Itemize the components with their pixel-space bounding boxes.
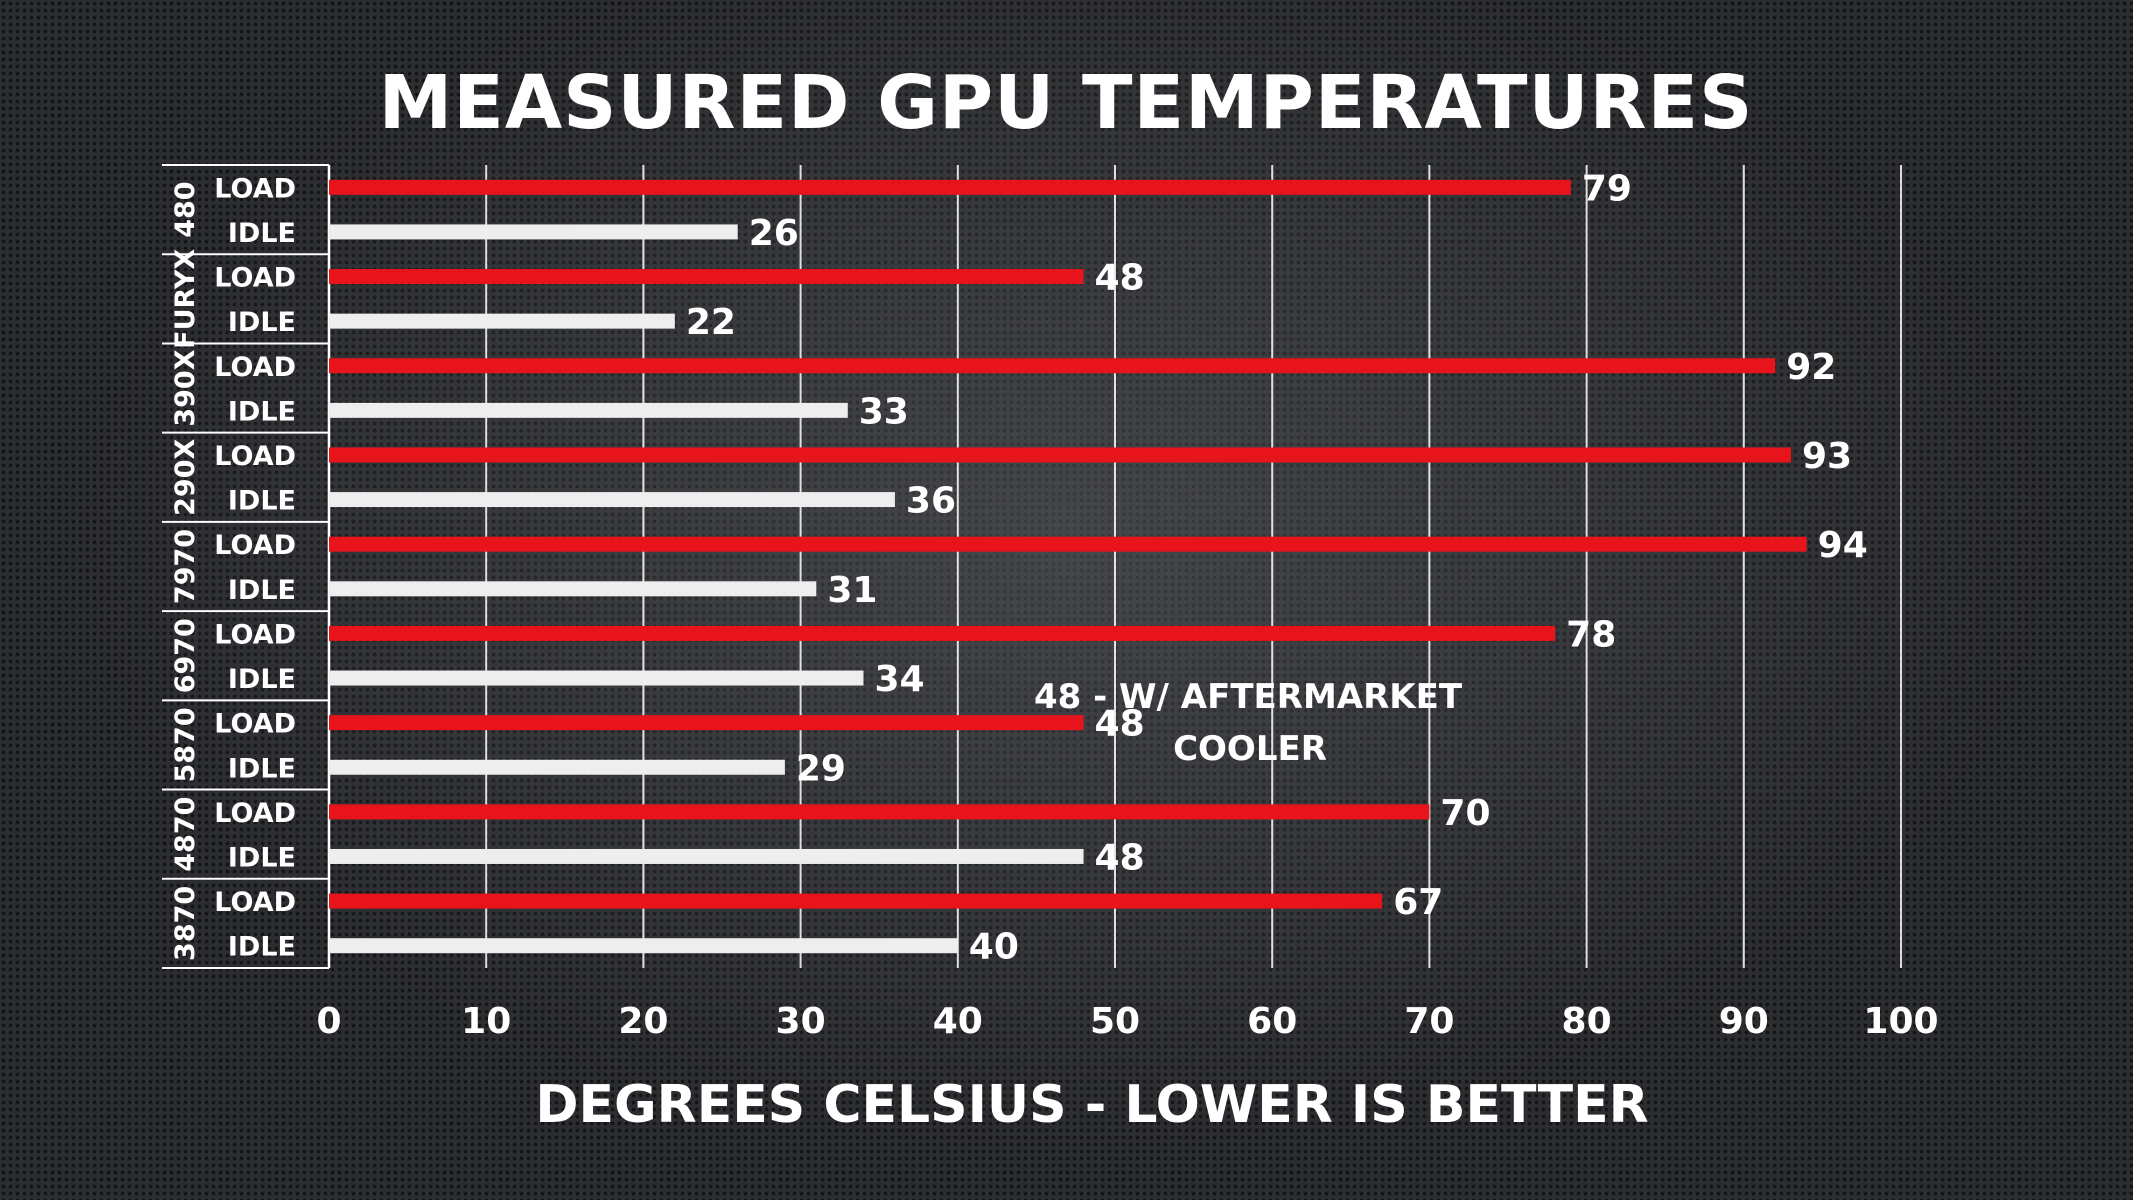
x-tick-label-90: 90 xyxy=(1719,1001,1769,1042)
value-label-480-load: 79 xyxy=(1582,168,1632,209)
value-label-6970-load: 78 xyxy=(1566,614,1616,655)
category-label-FURYX: FURYX xyxy=(170,249,201,349)
series-label-idle: IDLE xyxy=(228,218,296,249)
bar-4870-load xyxy=(329,804,1430,820)
grid-lines xyxy=(485,165,1902,968)
bar-5870-load xyxy=(329,715,1084,731)
series-label-load: LOAD xyxy=(214,619,296,650)
series-label-idle: IDLE xyxy=(228,842,296,873)
bar-6970-idle xyxy=(329,670,864,686)
category-label-5870: 5870 xyxy=(170,707,201,782)
series-label-load: LOAD xyxy=(214,530,296,561)
bar-7970-load xyxy=(329,536,1807,552)
bar-480-idle xyxy=(329,224,738,240)
series-label-load: LOAD xyxy=(214,798,296,829)
value-label-5870-idle: 29 xyxy=(796,748,846,789)
series-label-load: LOAD xyxy=(214,441,296,472)
series-label-load: LOAD xyxy=(214,173,296,204)
bar-390X-load xyxy=(329,358,1776,374)
x-tick-label-20: 20 xyxy=(618,1001,668,1042)
bar-FURYX-load xyxy=(329,269,1084,285)
value-label-3870-load: 67 xyxy=(1393,882,1443,923)
bar-4870-idle xyxy=(329,848,1084,864)
bar-3870-idle xyxy=(329,938,958,954)
category-label-290X: 290X xyxy=(170,439,201,516)
bar-290X-idle xyxy=(329,492,895,508)
category-label-390X: 390X xyxy=(170,349,201,426)
value-label-390X-idle: 33 xyxy=(859,391,909,432)
annotation-line-1: 48 - W/ AFTERMARKET xyxy=(1034,677,1463,717)
annotation-line-2: COOLER xyxy=(1173,729,1327,769)
bars xyxy=(329,179,1807,954)
bar-480-load xyxy=(329,179,1571,195)
value-label-4870-load: 70 xyxy=(1440,793,1490,834)
x-tick-label-0: 0 xyxy=(316,1001,341,1042)
bar-390X-idle xyxy=(329,402,848,418)
value-label-FURYX-idle: 22 xyxy=(686,302,736,343)
value-labels: 79 26 48 22 92 33 93 36 94 31 78 34 48 29 70 48 67 40 xyxy=(686,168,1868,967)
value-label-6970-idle: 34 xyxy=(874,659,924,700)
value-label-290X-load: 93 xyxy=(1802,436,1852,477)
chart-title: MEASURED GPU TEMPERATURES xyxy=(379,60,1754,146)
series-label-idle: IDLE xyxy=(228,486,296,517)
x-tick-label-50: 50 xyxy=(1090,1001,1140,1042)
series-label-idle: IDLE xyxy=(228,932,296,963)
x-tick-label-40: 40 xyxy=(933,1001,983,1042)
series-label-idle: IDLE xyxy=(228,664,296,695)
bar-5870-idle xyxy=(329,759,785,775)
x-tick-label-80: 80 xyxy=(1562,1001,1612,1042)
value-label-7970-load: 94 xyxy=(1818,525,1868,566)
category-label-6970: 6970 xyxy=(170,618,201,693)
series-label-load: LOAD xyxy=(214,887,296,918)
x-tick-label-60: 60 xyxy=(1247,1001,1297,1042)
x-tick-label-100: 100 xyxy=(1863,1001,1938,1042)
series-label-idle: IDLE xyxy=(228,753,296,784)
series-label-idle: IDLE xyxy=(228,396,296,427)
bar-FURYX-idle xyxy=(329,313,675,329)
category-axis: 480 LOAD IDLE FURYX LOAD IDLE 390X LOAD IDLE 290X… xyxy=(162,164,331,969)
x-axis-title: DEGREES CELSIUS - LOWER IS BETTER xyxy=(535,1075,1648,1135)
value-label-390X-load: 92 xyxy=(1786,347,1836,388)
x-tick-label-70: 70 xyxy=(1404,1001,1454,1042)
value-label-5870-load: 48 xyxy=(1095,704,1145,745)
series-label-idle: IDLE xyxy=(228,575,296,606)
bar-290X-load xyxy=(329,447,1791,463)
series-label-idle: IDLE xyxy=(228,307,296,338)
series-label-load: LOAD xyxy=(214,352,296,383)
series-label-load: LOAD xyxy=(214,263,296,294)
value-label-4870-idle: 48 xyxy=(1095,837,1145,878)
value-label-3870-idle: 40 xyxy=(969,927,1019,968)
value-label-290X-idle: 36 xyxy=(906,481,956,522)
value-label-FURYX-load: 48 xyxy=(1095,258,1145,299)
x-tick-label-30: 30 xyxy=(776,1001,826,1042)
category-label-7970: 7970 xyxy=(170,529,201,604)
x-axis-ticks: 0 10 20 30 40 50 60 70 80 90 100 xyxy=(316,1001,1938,1042)
bar-7970-idle xyxy=(329,581,817,597)
x-tick-label-10: 10 xyxy=(461,1001,511,1042)
category-label-3870: 3870 xyxy=(170,886,201,961)
series-label-load: LOAD xyxy=(214,709,296,740)
bar-3870-load xyxy=(329,893,1383,909)
value-label-480-idle: 26 xyxy=(749,213,799,254)
category-label-4870: 4870 xyxy=(170,797,201,872)
category-label-480: 480 xyxy=(170,181,201,237)
bar-6970-load xyxy=(329,625,1556,641)
value-label-7970-idle: 31 xyxy=(827,570,877,611)
